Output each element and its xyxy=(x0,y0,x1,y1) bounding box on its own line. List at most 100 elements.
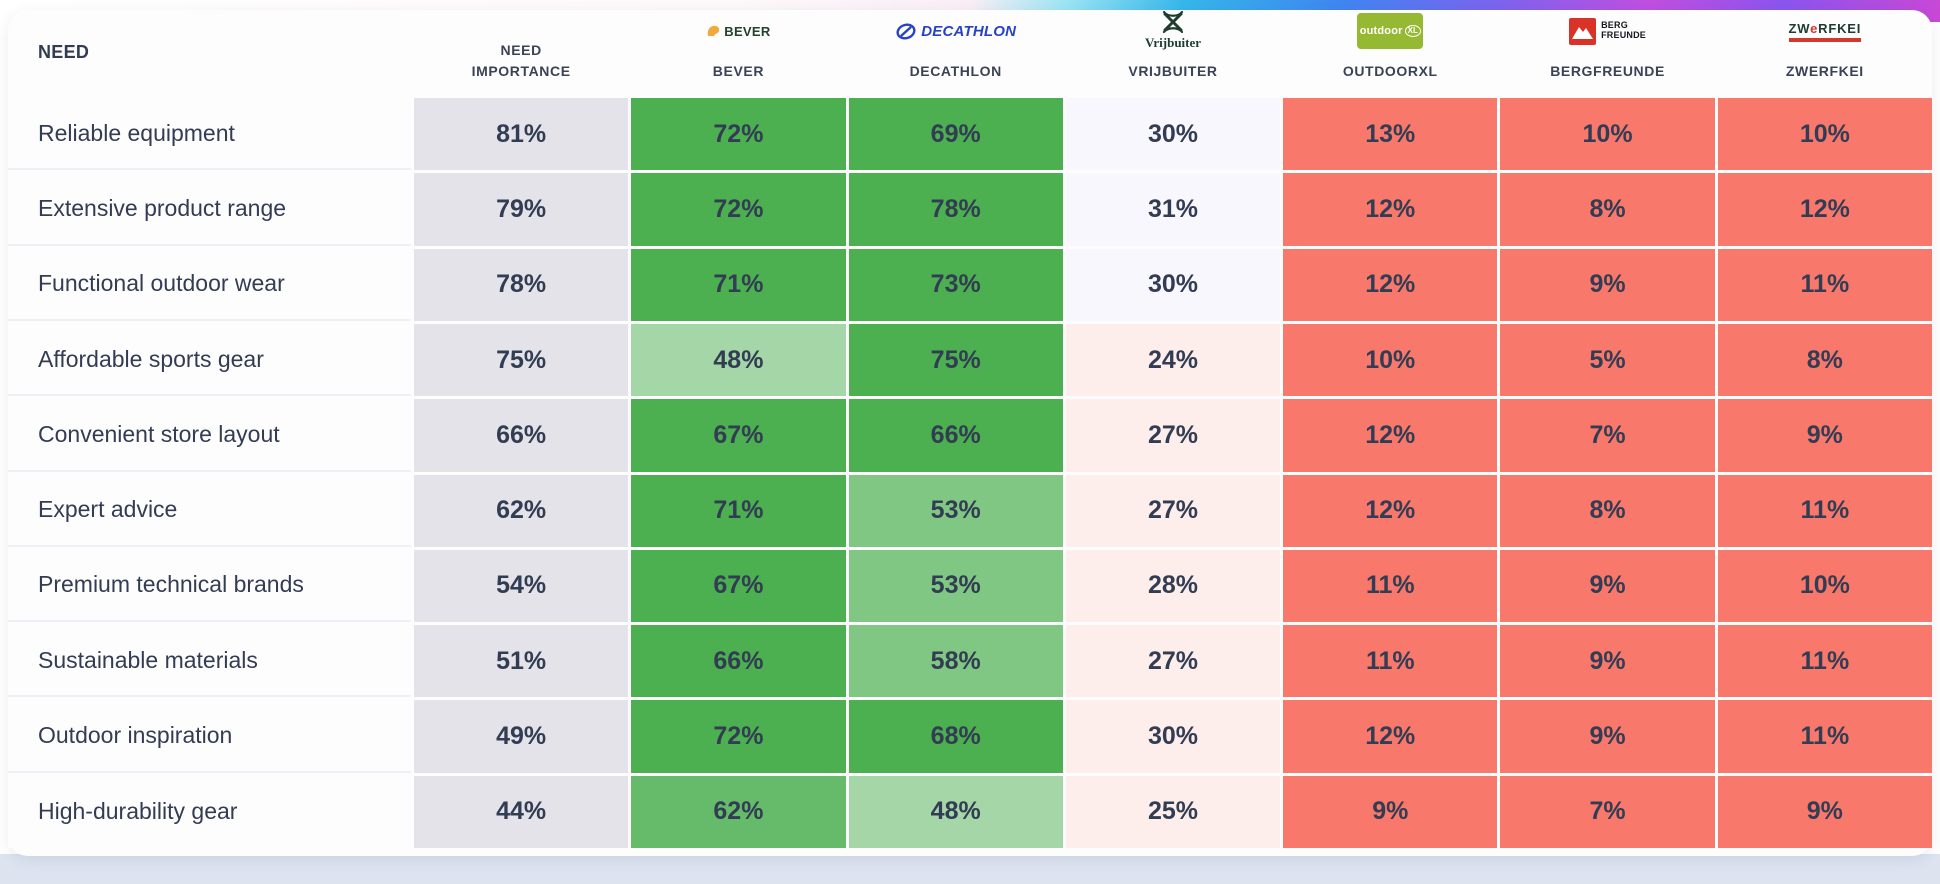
decathlon-value-cell: 73% xyxy=(848,248,1063,321)
zwerfkei-value-cell: 9% xyxy=(1717,775,1932,848)
needs-heatmap-table: NEED NEED IMPORTANCE BEVER BEVER xyxy=(8,10,1932,848)
bergfreunde-value-cell: 5% xyxy=(1500,323,1715,397)
bergfreunde-mountain-icon xyxy=(1569,17,1597,45)
vrijbuiter-value-cell: 28% xyxy=(1065,549,1281,623)
outdoorxl-value-cell: 11% xyxy=(1283,549,1498,623)
decathlon-swoosh-icon xyxy=(896,23,916,40)
outdoorxl-value-cell: 12% xyxy=(1283,700,1498,773)
brand-column-label: DECATHLON xyxy=(909,63,1002,80)
importance-value-cell: 79% xyxy=(414,173,629,246)
outdoorxl-logo-badge: XL xyxy=(1404,25,1421,38)
vrijbuiter-value-cell: 30% xyxy=(1065,248,1281,321)
bergfreunde-value-cell: 9% xyxy=(1500,549,1715,623)
importance-value-cell: 44% xyxy=(414,775,629,848)
zwerfkei-logo-part1: ZW xyxy=(1788,20,1811,36)
outdoorxl-value-cell: 11% xyxy=(1283,625,1498,698)
brand-column-label: BERGFREUNDE xyxy=(1550,63,1665,80)
outdoorxl-value-cell: 13% xyxy=(1283,98,1498,171)
decathlon-value-cell: 66% xyxy=(848,399,1063,472)
vrijbuiter-value-cell: 31% xyxy=(1065,173,1281,246)
zwerfkei-value-cell: 11% xyxy=(1717,248,1932,321)
zwerfkei-value-cell: 10% xyxy=(1717,549,1932,623)
bever-value-cell: 72% xyxy=(631,98,846,171)
outdoorxl-logo: outdoor XL xyxy=(1357,11,1424,51)
vrijbuiter-logo-text: Vrijbuiter xyxy=(1144,35,1202,51)
bever-beaver-icon xyxy=(708,25,720,36)
bergfreunde-logo-line2: FREUNDE xyxy=(1601,30,1647,41)
background-bottom-strip xyxy=(0,854,1940,884)
bergfreunde-logo-line1: BERG xyxy=(1601,20,1628,31)
importance-column-label: NEED IMPORTANCE xyxy=(471,41,571,80)
importance-value-cell: 51% xyxy=(414,625,629,698)
bever-value-cell: 71% xyxy=(631,248,846,321)
brand-column-header-outdoorxl: outdoor XL OUTDOORXL xyxy=(1283,10,1497,95)
decathlon-value-cell: 58% xyxy=(848,625,1063,698)
decathlon-value-cell: 53% xyxy=(848,549,1063,623)
bever-logo: BEVER xyxy=(706,11,770,51)
outdoorxl-value-cell: 10% xyxy=(1283,323,1498,397)
bergfreunde-value-cell: 10% xyxy=(1500,98,1715,171)
outdoorxl-value-cell: 9% xyxy=(1283,775,1498,848)
vrijbuiter-value-cell: 30% xyxy=(1065,700,1281,773)
brand-column-label: OUTDOORXL xyxy=(1342,63,1438,80)
vrijbuiter-value-cell: 27% xyxy=(1065,625,1281,698)
decathlon-logo-text: DECATHLON xyxy=(921,22,1017,40)
brand-column-label: VRIJBUITER xyxy=(1128,63,1218,80)
needs-heatmap-card: NEED NEED IMPORTANCE BEVER BEVER xyxy=(8,10,1932,856)
bergfreunde-value-cell: 7% xyxy=(1500,399,1715,472)
need-column-header: NEED xyxy=(38,42,90,62)
bergfreunde-value-cell: 9% xyxy=(1500,248,1715,321)
outdoorxl-value-cell: 12% xyxy=(1283,474,1498,547)
zwerfkei-value-cell: 11% xyxy=(1717,474,1932,547)
need-row-label: Premium technical brands xyxy=(8,549,411,623)
brand-column-header-zwerfkei: ZWeRFKEI ZWERFKEI xyxy=(1718,10,1932,95)
bever-value-cell: 67% xyxy=(631,399,846,472)
vrijbuiter-logo: Vrijbuiter xyxy=(1145,11,1201,51)
outdoorxl-value-cell: 12% xyxy=(1283,248,1498,321)
bever-value-cell: 72% xyxy=(631,173,846,246)
need-row-label: Sustainable materials xyxy=(8,625,411,698)
need-row-label: Outdoor inspiration xyxy=(8,700,411,773)
bever-value-cell: 67% xyxy=(631,549,846,623)
brand-column-header-vrijbuiter: Vrijbuiter VRIJBUITER xyxy=(1066,10,1280,95)
decathlon-value-cell: 48% xyxy=(848,775,1063,848)
need-row-label: Functional outdoor wear xyxy=(8,248,411,321)
importance-value-cell: 78% xyxy=(414,248,629,321)
zwerfkei-value-cell: 11% xyxy=(1717,625,1932,698)
decathlon-value-cell: 78% xyxy=(848,173,1063,246)
decathlon-value-cell: 69% xyxy=(848,98,1063,171)
zwerfkei-logo-e: e xyxy=(1810,20,1819,36)
vrijbuiter-value-cell: 27% xyxy=(1065,474,1281,547)
vrijbuiter-x-icon xyxy=(1162,11,1184,34)
zwerfkei-value-cell: 12% xyxy=(1717,173,1932,246)
decathlon-logo: DECATHLON xyxy=(895,11,1016,51)
bever-logo-text: BEVER xyxy=(724,23,771,39)
decathlon-value-cell: 75% xyxy=(848,323,1063,397)
outdoorxl-logo-text: outdoor xyxy=(1359,25,1403,38)
zwerfkei-value-cell: 8% xyxy=(1717,323,1932,397)
need-row-label: Expert advice xyxy=(8,474,411,547)
bever-value-cell: 71% xyxy=(631,474,846,547)
importance-value-cell: 54% xyxy=(414,549,629,623)
importance-value-cell: 81% xyxy=(414,98,629,171)
vrijbuiter-value-cell: 30% xyxy=(1065,98,1281,171)
vrijbuiter-value-cell: 27% xyxy=(1065,399,1281,472)
vrijbuiter-value-cell: 24% xyxy=(1065,323,1281,397)
importance-value-cell: 66% xyxy=(414,399,629,472)
bergfreunde-logo: BERG FREUNDE xyxy=(1569,11,1646,51)
need-row-label: Convenient store layout xyxy=(8,399,411,472)
need-row-label: High-durability gear xyxy=(8,775,411,848)
need-row-label: Affordable sports gear xyxy=(8,323,411,397)
bergfreunde-value-cell: 8% xyxy=(1500,173,1715,246)
need-row-label: Reliable equipment xyxy=(8,98,411,171)
importance-value-cell: 62% xyxy=(414,474,629,547)
brand-column-label: ZWERFKEI xyxy=(1785,63,1864,80)
bergfreunde-value-cell: 9% xyxy=(1500,625,1715,698)
bergfreunde-value-cell: 7% xyxy=(1500,775,1715,848)
need-row-label: Extensive product range xyxy=(8,173,411,246)
bever-value-cell: 62% xyxy=(631,775,846,848)
bever-value-cell: 48% xyxy=(631,323,846,397)
outdoorxl-value-cell: 12% xyxy=(1283,173,1498,246)
brand-column-header-decathlon: DECATHLON DECATHLON xyxy=(849,10,1063,95)
bever-value-cell: 72% xyxy=(631,700,846,773)
